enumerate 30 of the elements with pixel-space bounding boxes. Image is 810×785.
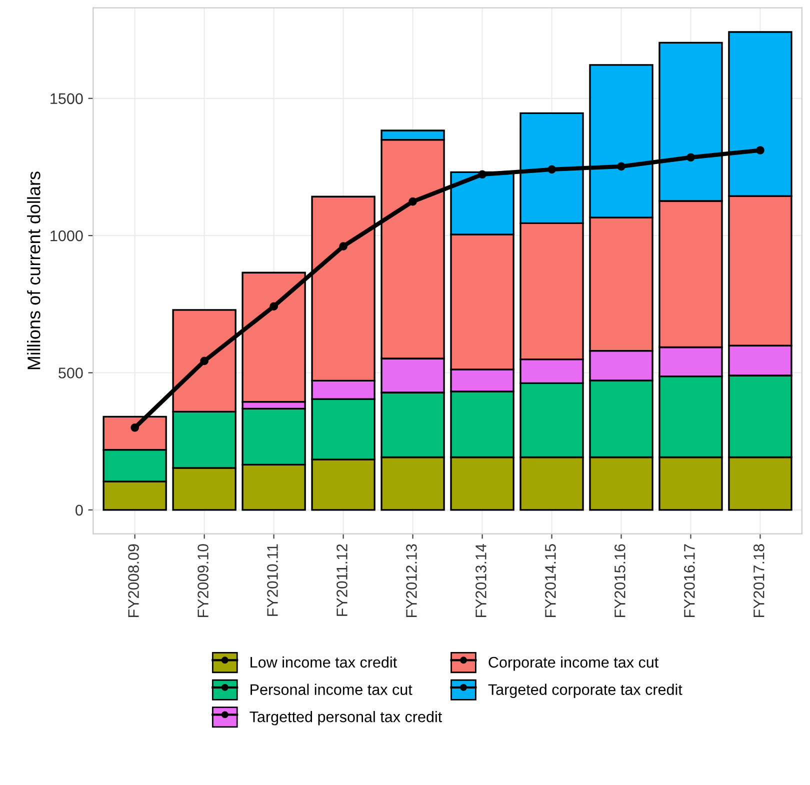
x-tick-label: FY2013.14 [476,544,486,618]
y-tick-label: 500 [58,368,83,378]
x-tick-label: FY2009.10 [198,544,208,618]
point [200,356,208,366]
point [408,197,417,206]
legend-label: Targeted corporate tax credit [488,684,682,698]
x-tick-label: FY2012.13 [406,544,417,618]
x-tick-label: FY2014.15 [545,544,556,618]
y-tick-label: 1000 [50,230,83,242]
legend-label: Corporate income tax cut [488,656,658,671]
legend-label: Personal income tax cut [250,684,412,695]
x-tick-label: FY2010.11 [267,544,278,616]
point [270,302,278,311]
y-tick-label: 1500 [50,93,83,104]
y-tick-label: 0 [76,504,83,516]
point [756,146,764,154]
point [339,242,348,250]
point [548,165,556,174]
y-axis-title: Millions of current dollars [27,172,40,370]
point [130,423,140,432]
point [617,162,626,171]
legend-label: Low income tax credit [250,656,397,668]
point [686,153,695,162]
legend-label: Targetted personal tax credit [250,711,442,726]
x-tick-label: FY2017.18 [753,544,764,618]
x-tick-label: FY2011.12 [336,544,348,616]
x-tick-label: FY2016.17 [684,544,695,618]
x-tick-label: FY2015.16 [614,544,626,618]
point [478,170,486,179]
x-tick-label: FY2008.09 [128,544,139,618]
